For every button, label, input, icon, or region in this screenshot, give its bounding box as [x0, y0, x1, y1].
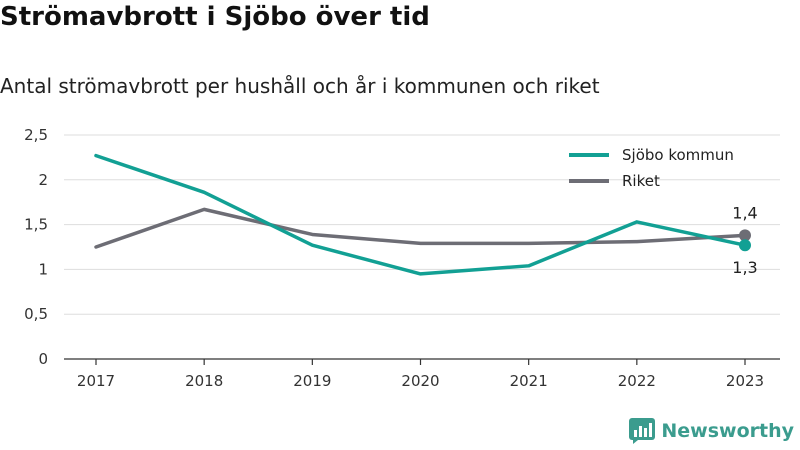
legend-label: Riket: [622, 172, 660, 190]
newsworthy-icon: [629, 418, 656, 444]
series-line-sjobo: [94, 153, 747, 276]
series: 1,4 1,3: [94, 153, 758, 277]
chart-title: Strömavbrott i Sjöbo över tid: [0, 2, 430, 32]
x-tick-label: 2021: [510, 372, 548, 390]
y-tick-label: 1: [38, 260, 48, 278]
end-point-riket: [739, 229, 751, 242]
x-tick-label: 2018: [185, 372, 223, 390]
y-tick-label: 0: [38, 350, 48, 368]
end-point-sjobo: [739, 239, 751, 252]
end-label-riket: 1,4: [732, 203, 757, 222]
brand-name: Newsworthy: [661, 420, 794, 442]
y-tick-label: 2,5: [24, 126, 48, 144]
end-label-sjobo: 1,3: [732, 258, 757, 277]
axes: 0 0,5 1 1,5 2 2,5 2017 2018 2019 2020 2021 2022 2023: [24, 126, 780, 390]
x-tick-label: 2022: [618, 372, 656, 390]
y-tick-label: 1,5: [24, 216, 48, 234]
y-tick-label: 2: [38, 171, 48, 189]
y-tick-label: 0,5: [24, 305, 48, 323]
legend-label: Sjöbo kommun: [622, 146, 734, 164]
chart-subtitle: Antal strömavbrott per hushåll och år i …: [0, 74, 600, 98]
legend: Sjöbo kommun Riket: [569, 146, 734, 190]
x-tick-label: 2019: [293, 372, 331, 390]
newsworthy-logo: Newsworthy: [629, 418, 794, 444]
x-tick-label: 2020: [401, 372, 439, 390]
series-line-riket: [94, 207, 747, 249]
grid: [64, 134, 780, 315]
x-tick-label: 2017: [77, 372, 115, 390]
x-tick-label: 2023: [726, 372, 764, 390]
